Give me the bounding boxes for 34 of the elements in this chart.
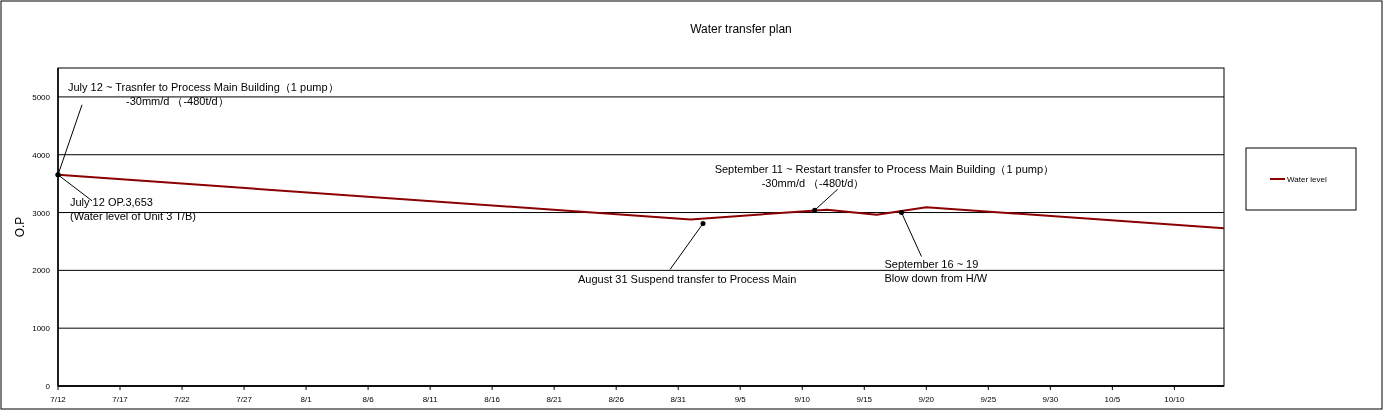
x-tick-label: 7/12	[50, 395, 67, 404]
annotation: July 12 ~ Trasnfer to Process Main Building（1 pump） -30mm/d （-480t/d）	[68, 80, 339, 107]
x-tick-label: 8/6	[362, 395, 375, 404]
y-tick-label: 2000	[32, 266, 51, 276]
x-tick-label: 8/11	[422, 395, 439, 404]
y-tick-label: 1000	[32, 324, 51, 334]
x-tick-label: 9/20	[918, 395, 935, 404]
x-tick-label: 9/5	[734, 395, 747, 404]
x-tick-label: 7/17	[112, 395, 129, 404]
x-tick-label: 9/30	[1042, 395, 1059, 404]
x-tick-label: 8/26	[608, 395, 625, 404]
x-tick-label: 8/16	[484, 395, 501, 404]
x-tick-label: 10/5	[1104, 395, 1121, 404]
y-tick-label: 4000	[32, 150, 51, 160]
y-tick-label: 3000	[32, 208, 51, 218]
x-tick-label: 9/25	[980, 395, 997, 404]
chart-title: Water transfer plan	[690, 22, 792, 36]
x-tick-label: 9/15	[856, 395, 873, 404]
y-tick-label: 0	[45, 382, 51, 391]
legend-label: Water level	[1287, 175, 1327, 184]
x-tick-label: 8/1	[300, 395, 313, 404]
x-tick-label: 8/21	[546, 395, 563, 404]
y-axis-title: O.P	[13, 216, 27, 238]
x-tick-label: 10/10	[1164, 395, 1185, 404]
x-tick-label: 7/27	[236, 395, 253, 404]
x-tick-label: 7/22	[174, 395, 191, 404]
x-tick-label: 9/10	[794, 395, 811, 404]
annotation: July 12 OP.3,653 (Water level of Unit 3 T/B)	[70, 195, 196, 222]
y-tick-label: 5000	[32, 92, 51, 102]
annotation: September 11 ~ Restart transfer to Process Main Building（1 pump） -30mm/d （-480t/d）	[714, 163, 1055, 190]
annotation: August 31 Suspend transfer to Process Main	[578, 272, 797, 285]
annotation: September 16 ~ 19 Blow down from H/W	[884, 257, 988, 284]
x-tick-label: 8/31	[670, 395, 687, 404]
line-series	[57, 173, 1225, 230]
